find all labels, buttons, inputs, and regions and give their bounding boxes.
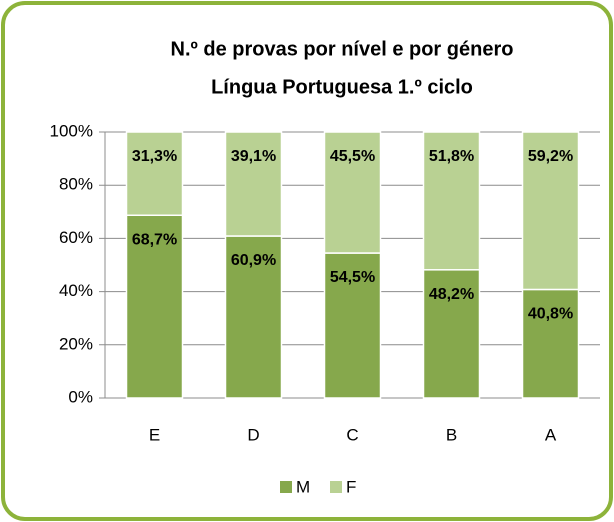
data-label: 59,2%	[528, 148, 573, 165]
data-label: 40,8%	[528, 306, 573, 323]
legend-label: M	[296, 477, 310, 496]
legend-swatch	[330, 481, 342, 493]
y-tick-label: 40%	[59, 281, 93, 300]
x-tick-label: E	[149, 425, 160, 444]
bar-segment	[521, 131, 580, 291]
bar-segment	[323, 252, 382, 399]
y-tick-label: 60%	[59, 228, 93, 247]
data-label: 68,7%	[132, 231, 177, 248]
data-label: 48,2%	[429, 286, 474, 303]
x-tick-label: B	[446, 425, 457, 444]
data-label: 31,3%	[132, 148, 177, 165]
bar-segment	[125, 131, 184, 217]
bar-segment	[422, 131, 481, 271]
data-label: 54,5%	[330, 269, 375, 286]
bar-segment	[521, 288, 580, 399]
chart-title: N.º de provas por nível e por género	[171, 38, 514, 60]
chart-subtitle: Língua Portuguesa 1.º ciclo	[211, 76, 473, 98]
data-label: 39,1%	[231, 148, 276, 165]
bar-segment	[422, 269, 481, 399]
bar-segment	[323, 131, 382, 254]
y-tick-label: 20%	[59, 334, 93, 353]
y-tick-label: 80%	[59, 175, 93, 194]
data-label: 51,8%	[429, 148, 474, 165]
y-tick-label: 100%	[50, 121, 93, 140]
x-tick-label: C	[346, 425, 358, 444]
bar-segment	[224, 235, 283, 399]
y-tick-label: 0%	[68, 387, 93, 406]
bar-segment	[224, 131, 283, 237]
legend-label: F	[346, 477, 356, 496]
x-tick-label: D	[247, 425, 259, 444]
legend-swatch	[280, 481, 292, 493]
data-label: 60,9%	[231, 252, 276, 269]
data-label: 45,5%	[330, 148, 375, 165]
x-tick-label: A	[545, 425, 557, 444]
